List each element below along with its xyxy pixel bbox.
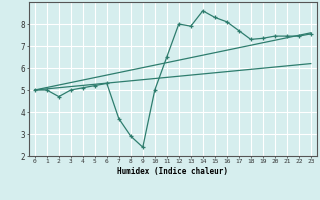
X-axis label: Humidex (Indice chaleur): Humidex (Indice chaleur): [117, 167, 228, 176]
